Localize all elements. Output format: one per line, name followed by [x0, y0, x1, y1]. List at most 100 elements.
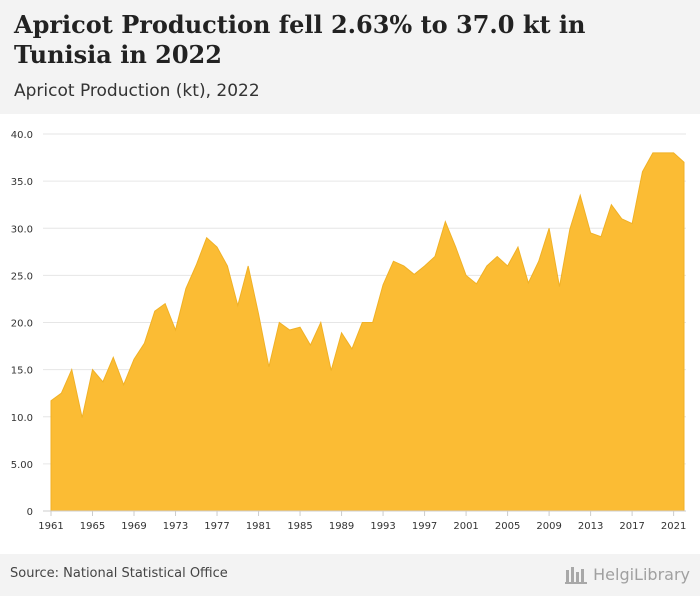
- data-point[interactable]: [90, 367, 95, 372]
- data-point[interactable]: [557, 284, 562, 289]
- logo-text: HelgiLibrary: [593, 564, 690, 584]
- data-point[interactable]: [49, 398, 54, 403]
- data-point[interactable]: [619, 216, 624, 221]
- data-point[interactable]: [401, 263, 406, 268]
- data-point[interactable]: [339, 330, 344, 335]
- x-tick-label: 2009: [536, 521, 561, 532]
- data-point[interactable]: [588, 230, 593, 235]
- data-point[interactable]: [360, 320, 365, 325]
- data-point[interactable]: [630, 221, 635, 226]
- x-tick-label: 1989: [329, 521, 354, 532]
- page-title: Apricot Production fell 2.63% to 37.0 kt…: [14, 10, 586, 69]
- data-point[interactable]: [682, 160, 687, 165]
- data-point[interactable]: [287, 328, 292, 333]
- area-series: [49, 150, 687, 512]
- data-point[interactable]: [142, 341, 147, 346]
- data-point[interactable]: [194, 263, 199, 268]
- data-point[interactable]: [235, 303, 240, 308]
- data-point[interactable]: [464, 273, 469, 278]
- x-tick-label: 2001: [453, 521, 478, 532]
- library-icon: [565, 567, 588, 584]
- x-tick-label: 1985: [287, 521, 312, 532]
- x-tick-label: 1977: [204, 521, 229, 532]
- x-tick-label: 2013: [578, 521, 603, 532]
- data-point[interactable]: [132, 357, 137, 362]
- data-point[interactable]: [578, 193, 583, 198]
- data-point[interactable]: [432, 254, 437, 259]
- data-point[interactable]: [100, 379, 105, 384]
- data-point[interactable]: [121, 382, 126, 387]
- data-point[interactable]: [536, 259, 541, 264]
- data-point[interactable]: [526, 280, 531, 285]
- y-tick-label: 0: [27, 507, 33, 518]
- chart-subtitle: Apricot Production (kt), 2022: [14, 81, 260, 101]
- data-point[interactable]: [453, 245, 458, 250]
- header: Apricot Production fell 2.63% to 37.0 kt…: [0, 0, 700, 114]
- x-tick-label: 1993: [370, 521, 395, 532]
- data-point[interactable]: [661, 150, 666, 155]
- x-axis-ticks: 1961 1965 1969 1973 1977 1981 1985 1989 1993 1997…: [38, 510, 686, 532]
- data-point[interactable]: [183, 286, 188, 291]
- data-point[interactable]: [381, 282, 386, 287]
- data-point[interactable]: [391, 259, 396, 264]
- y-tick-label: 25.0: [11, 271, 33, 282]
- footer: Source: National Statistical Office Helg…: [0, 554, 700, 596]
- data-point[interactable]: [111, 355, 116, 360]
- data-point[interactable]: [246, 263, 251, 268]
- data-point[interactable]: [598, 234, 603, 239]
- data-point[interactable]: [495, 254, 500, 259]
- data-point[interactable]: [318, 320, 323, 325]
- data-point[interactable]: [215, 245, 220, 250]
- data-point[interactable]: [173, 328, 178, 333]
- x-tick-label: 1981: [246, 521, 271, 532]
- y-tick-label: 10.0: [11, 413, 33, 424]
- x-tick-label: 1961: [38, 521, 63, 532]
- y-tick-label: 30.0: [11, 224, 33, 235]
- data-point[interactable]: [474, 281, 479, 286]
- data-point[interactable]: [640, 169, 645, 174]
- data-point[interactable]: [443, 219, 448, 224]
- y-tick-label: 20.0: [11, 319, 33, 330]
- area-series-fill: [50, 152, 685, 512]
- y-tick-label: 40.0: [11, 130, 33, 141]
- data-point[interactable]: [225, 263, 230, 268]
- data-point[interactable]: [370, 320, 375, 325]
- data-point[interactable]: [650, 150, 655, 155]
- x-tick-label: 2017: [619, 521, 644, 532]
- data-point[interactable]: [329, 368, 334, 373]
- data-point[interactable]: [69, 367, 74, 372]
- data-point[interactable]: [59, 391, 64, 396]
- data-point[interactable]: [204, 235, 209, 240]
- y-tick-label: 35.0: [11, 177, 33, 188]
- data-point[interactable]: [349, 346, 354, 351]
- y-tick-label: 5.00: [11, 460, 33, 471]
- data-point[interactable]: [412, 272, 417, 277]
- chart-area: 0 5.00 10.0 15.0 20.0 25.0 30.0 35.0 40.0 1961 19…: [0, 114, 700, 554]
- data-point[interactable]: [308, 343, 313, 348]
- data-point[interactable]: [163, 301, 168, 306]
- data-point[interactable]: [547, 226, 552, 231]
- data-point[interactable]: [256, 312, 261, 317]
- x-tick-label: 1973: [163, 521, 188, 532]
- helgi-library-logo: HelgiLibrary: [565, 562, 690, 586]
- data-point[interactable]: [567, 227, 572, 232]
- data-point[interactable]: [152, 309, 157, 314]
- data-point[interactable]: [515, 245, 520, 250]
- y-axis-ticks: 0 5.00 10.0 15.0 20.0 25.0 30.0 35.0 40.0: [11, 130, 33, 518]
- x-tick-label: 2021: [661, 521, 686, 532]
- source-note: Source: National Statistical Office: [10, 566, 228, 581]
- data-point[interactable]: [266, 364, 271, 369]
- data-point[interactable]: [609, 202, 614, 207]
- data-point[interactable]: [671, 150, 676, 155]
- data-point[interactable]: [80, 415, 85, 420]
- x-tick-label: 1969: [121, 521, 146, 532]
- data-point[interactable]: [484, 263, 489, 268]
- x-tick-label: 1965: [80, 521, 105, 532]
- x-tick-label: 1997: [412, 521, 437, 532]
- data-point[interactable]: [505, 263, 510, 268]
- data-point[interactable]: [298, 325, 303, 330]
- x-tick-label: 2005: [495, 521, 520, 532]
- data-point[interactable]: [277, 320, 282, 325]
- data-point[interactable]: [422, 263, 427, 268]
